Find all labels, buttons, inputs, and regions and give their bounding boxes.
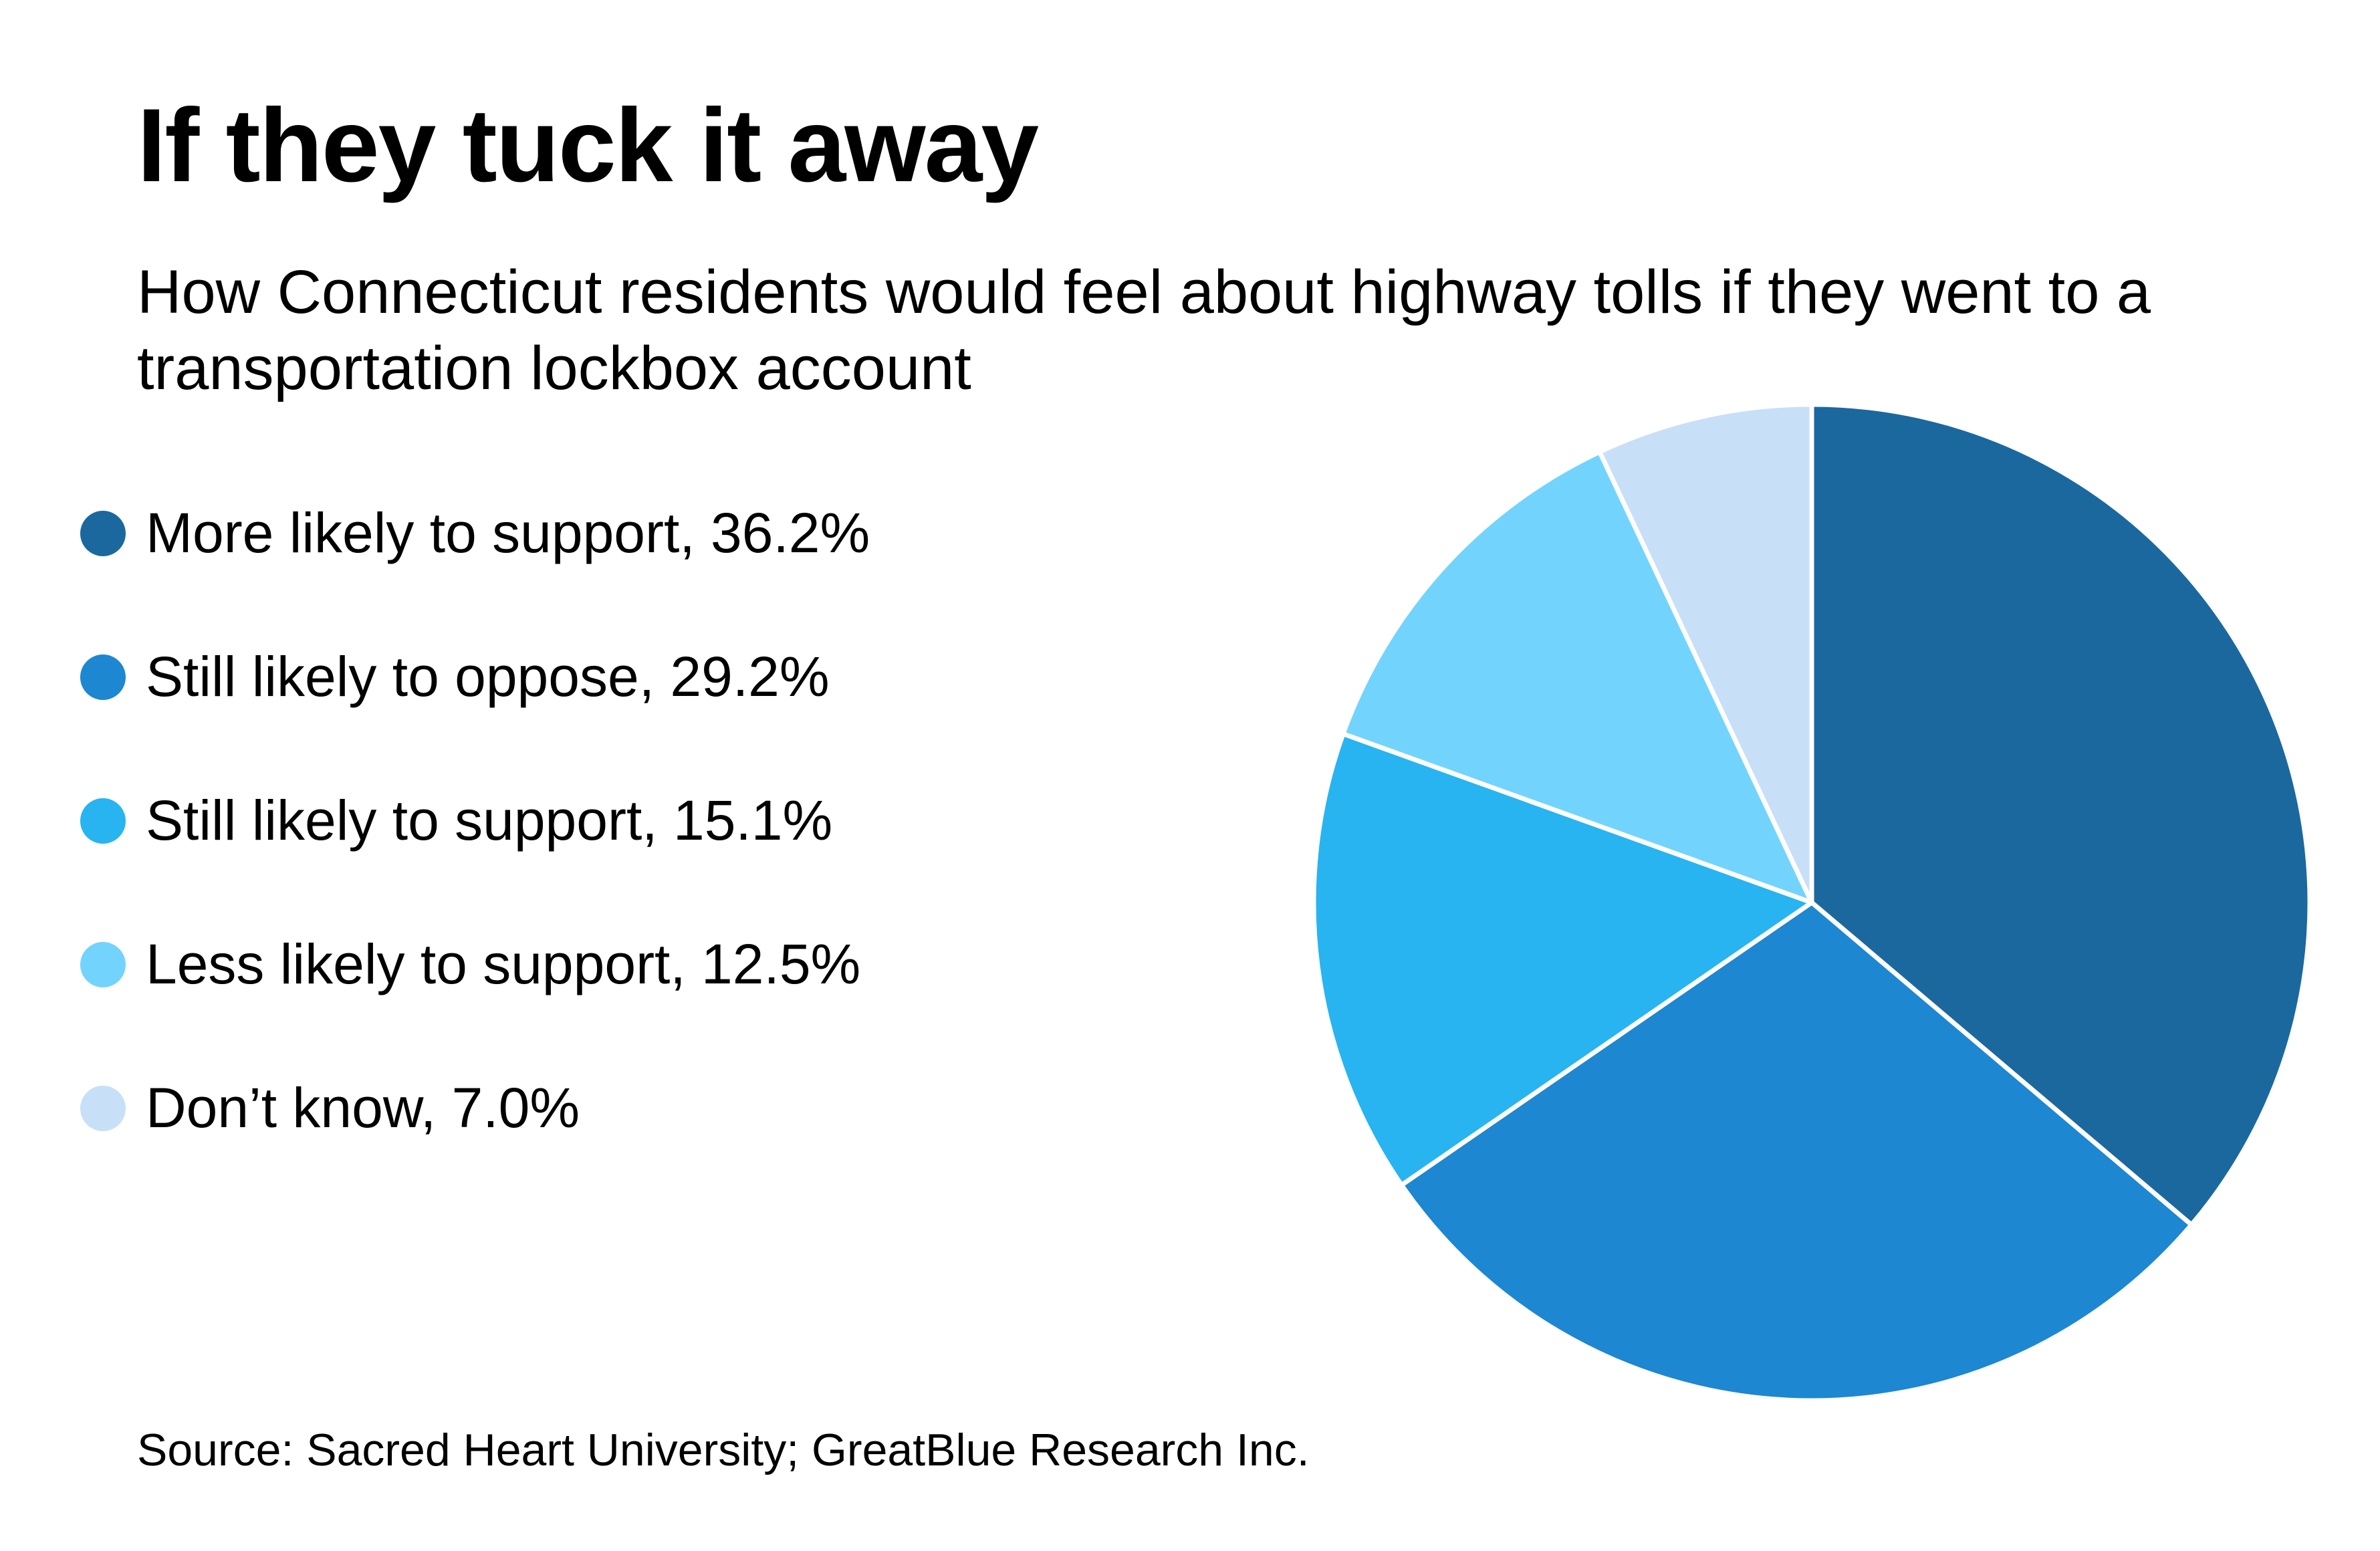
legend-label: More likely to support, 36.2% [146, 501, 870, 564]
legend-item: Don’t know, 7.0% [80, 1036, 870, 1180]
pie-slice-1 [1809, 402, 2312, 1227]
legend-item: Less likely to support, 12.5% [80, 892, 870, 1036]
chart-title: If they tuck it away [137, 88, 1039, 204]
legend-swatch [80, 654, 126, 700]
legend-label: Still likely to oppose, 29.2% [146, 645, 830, 708]
legend-swatch [80, 510, 126, 556]
legend-swatch [80, 941, 126, 987]
pie-slice-3 [1311, 731, 1814, 1188]
pie-slice-5 [1597, 402, 1814, 905]
pie-slice-2 [1399, 900, 2194, 1403]
legend-item: More likely to support, 36.2% [80, 461, 870, 605]
legend-item: Still likely to oppose, 29.2% [80, 605, 870, 749]
legend-item: Still likely to support, 15.1% [80, 749, 870, 892]
legend-label: Less likely to support, 12.5% [146, 933, 861, 995]
legend-label: Still likely to support, 15.1% [146, 789, 833, 852]
source-note: Source: Sacred Heart University; GreatBl… [137, 1425, 1310, 1475]
pie-slice-4 [1340, 449, 1814, 905]
chart-subtitle: How Connecticut residents would feel abo… [137, 258, 2151, 402]
legend-swatch [80, 1085, 126, 1131]
legend-swatch [80, 798, 126, 844]
legend-label: Don’t know, 7.0% [146, 1076, 580, 1139]
legend: More likely to support, 36.2% Still like… [80, 461, 870, 1180]
